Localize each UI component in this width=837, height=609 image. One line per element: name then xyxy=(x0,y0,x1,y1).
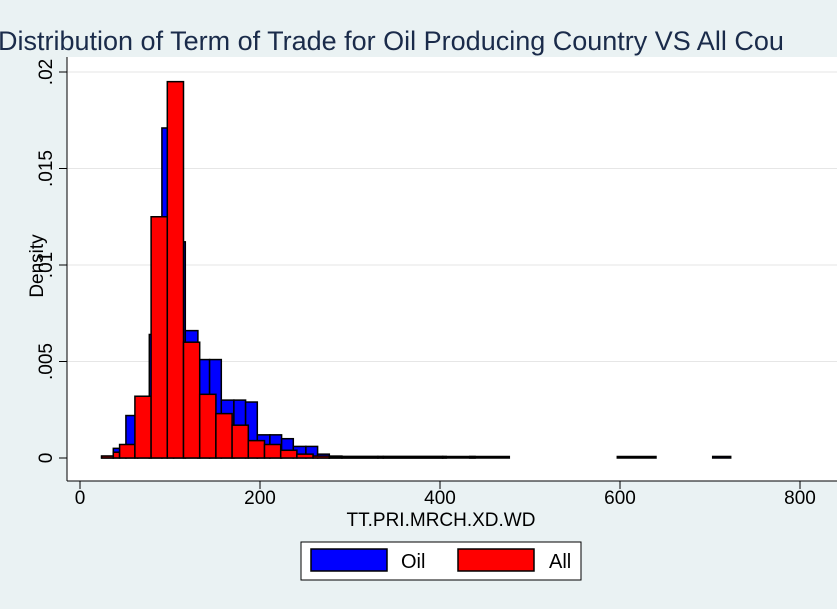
all-bar xyxy=(134,395,152,459)
y-tick-labels: 0 .005 .01 .015 .02 xyxy=(36,59,57,464)
y-tick-label: .015 xyxy=(36,150,57,187)
legend-swatch-oil xyxy=(310,548,388,572)
x-tick-label: 0 xyxy=(75,488,86,509)
axes xyxy=(59,57,837,489)
y-tick-label: .02 xyxy=(36,59,57,85)
x-tick-label: 200 xyxy=(244,488,276,509)
all-bar xyxy=(312,455,331,459)
x-tick-label: 400 xyxy=(424,488,456,509)
all-bar xyxy=(166,80,185,459)
all-bar xyxy=(296,453,314,459)
y-tick-label: .01 xyxy=(36,252,57,278)
all-bar xyxy=(279,449,298,459)
all-bar xyxy=(263,443,282,459)
y-axis-title: Density xyxy=(27,234,48,298)
all-bar xyxy=(441,455,476,459)
all-bar xyxy=(247,439,266,459)
y-tick-label: 0 xyxy=(36,453,57,464)
oil-bar xyxy=(616,455,657,459)
all-bar xyxy=(118,443,136,459)
all-bar xyxy=(100,455,115,459)
all-bar xyxy=(150,216,169,459)
series-all-bars xyxy=(100,80,476,459)
legend: Oil All xyxy=(300,541,582,581)
x-tick-label: 800 xyxy=(784,488,816,509)
legend-label-all: All xyxy=(549,551,571,573)
x-tick-label: 600 xyxy=(604,488,636,509)
legend-label-oil: Oil xyxy=(401,551,425,573)
chart-title: Distribution of Term of Trade for Oil Pr… xyxy=(0,26,784,56)
oil-bar xyxy=(711,455,732,459)
y-tick-label: .005 xyxy=(36,343,57,380)
all-bar xyxy=(198,393,217,459)
all-bar xyxy=(182,341,201,459)
all-bar xyxy=(215,412,233,459)
all-bar xyxy=(112,451,121,459)
legend-swatch-all xyxy=(457,548,535,572)
x-tick-labels: 0 200 400 600 800 xyxy=(75,488,816,509)
x-axis-title: TT.PRI.MRCH.XD.WD xyxy=(347,510,536,531)
all-bar xyxy=(377,455,444,459)
all-bar xyxy=(231,424,250,459)
all-bar xyxy=(328,455,379,459)
